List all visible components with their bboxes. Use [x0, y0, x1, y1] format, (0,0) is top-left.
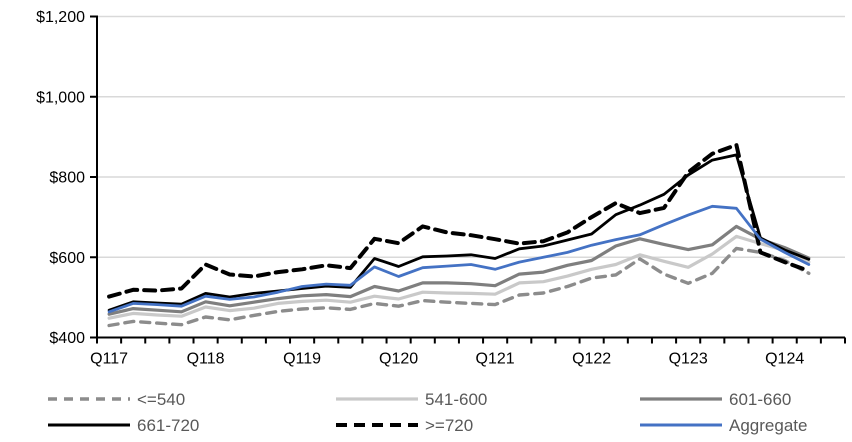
legend-item-aggregate: Aggregate — [640, 416, 807, 435]
legend-label-601-660: 601-660 — [729, 390, 791, 409]
x-axis-label: Q124 — [765, 351, 804, 368]
legend-label--720: >=720 — [425, 416, 473, 435]
y-axis-label: $800 — [49, 170, 85, 187]
y-axis-label: $600 — [49, 250, 85, 267]
x-axis-label: Q118 — [187, 351, 225, 368]
y-axis-label: $1,200 — [36, 9, 85, 26]
x-axis-label: Q121 — [476, 351, 515, 368]
series-line-541-600 — [107, 234, 811, 320]
series-line--540 — [107, 246, 811, 328]
legend-item-601-660: 601-660 — [640, 390, 791, 409]
legend-label-661-720: 661-720 — [137, 416, 199, 435]
x-axis-label: Q123 — [669, 351, 708, 368]
y-axis-label: $400 — [49, 330, 85, 347]
legend-label-aggregate: Aggregate — [729, 416, 807, 435]
x-axis-label: Q119 — [283, 351, 321, 368]
legend-label-541-600: 541-600 — [425, 390, 487, 409]
series-line-661-720 — [107, 153, 811, 312]
y-axis-label: $1,000 — [36, 89, 85, 106]
legend-item--720: >=720 — [336, 416, 473, 435]
x-axis-label: Q122 — [572, 351, 611, 368]
legend-item--540: <=540 — [48, 390, 185, 409]
legend-item-541-600: 541-600 — [336, 390, 487, 409]
series-line-601-660 — [107, 224, 811, 316]
legend-item-661-720: 661-720 — [48, 416, 199, 435]
series-line-aggregate — [107, 204, 811, 314]
x-axis-label: Q120 — [379, 351, 418, 368]
x-axis-label: Q117 — [90, 351, 128, 368]
legend-label--540: <=540 — [137, 390, 185, 409]
series-line--720 — [107, 142, 811, 299]
